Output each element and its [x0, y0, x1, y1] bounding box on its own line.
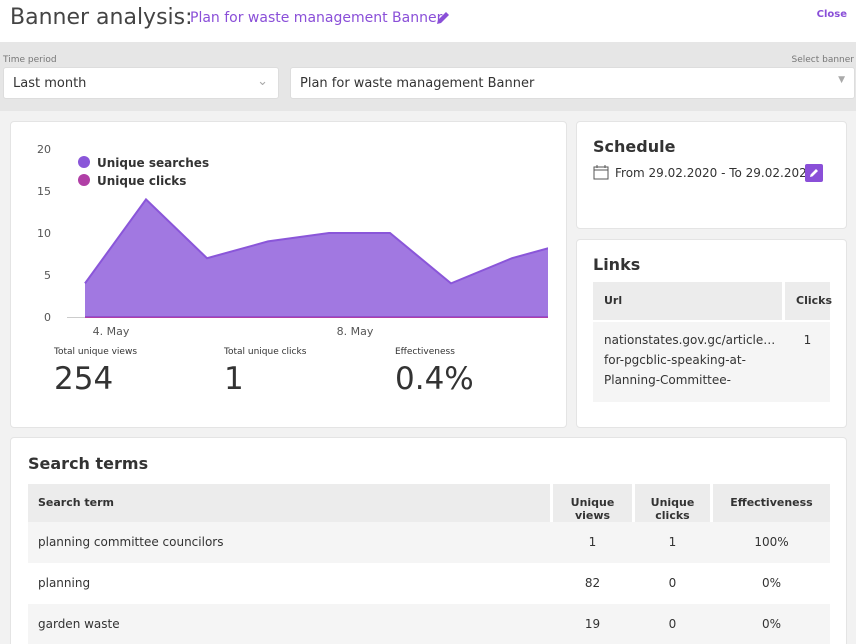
y-tick-label: 15 [37, 185, 51, 198]
x-tick-label: 8. May [337, 325, 374, 338]
table-cell: 100% [754, 535, 789, 549]
filter-label: Select banner [791, 55, 855, 65]
table-header: Unique views [553, 484, 632, 522]
link-url[interactable]: nationstates.gov.gc/article… [604, 333, 776, 347]
schedule-range: From 29.02.2020 - To 29.02.2024 [615, 166, 815, 180]
table-cell: 0% [761, 576, 782, 590]
table-header: Url [593, 282, 782, 320]
legend-label: Unique searches [97, 156, 209, 170]
chevron: ⌄ [257, 74, 268, 89]
line [84, 197, 548, 285]
table-row [593, 322, 830, 402]
table-cell: 82 [584, 576, 601, 590]
chevron: ▼ [838, 75, 845, 85]
y-tick-label: 0 [44, 311, 51, 324]
legend-label: Unique clicks [97, 174, 186, 188]
stat-label: Total unique views [54, 347, 138, 357]
y-tick-label: 10 [37, 227, 51, 240]
table-cell: 0 [668, 617, 677, 631]
y-tick-label: 20 [37, 143, 51, 156]
table-header: Effectiveness [713, 484, 830, 522]
chart: 0 5 10 15 20 4. May 8. May Unique searches Uniqu… [37, 143, 548, 338]
table-header: Unique clicks [635, 484, 710, 522]
table-cell: 0% [761, 617, 782, 631]
link-clicks: 1 [803, 333, 812, 347]
banner-name[interactable]: Plan for waste management Banner [190, 10, 443, 26]
legend-dot [78, 174, 90, 186]
table-cell: 19 [584, 617, 601, 631]
table-cell: 0 [668, 576, 677, 590]
link-url[interactable]: for-pgcblic-speaking-at- [604, 353, 746, 367]
table-header: Search term [28, 484, 550, 522]
table-cell: 1 [668, 535, 677, 549]
plot-area [84, 197, 548, 318]
table-row [28, 563, 830, 604]
select-value: Plan for waste management Banner [300, 76, 535, 91]
link-url[interactable]: Planning-Committee- [604, 373, 731, 387]
x-tick-label: 4. May [93, 325, 130, 338]
filter-label: Time period [3, 55, 57, 65]
banner-select[interactable]: Plan for waste management Banner ▼ [290, 67, 855, 99]
table-header: Clicks [785, 282, 832, 320]
stat-value: 1 [224, 361, 244, 397]
stat-label: Total unique clicks [224, 347, 307, 357]
time-period-select[interactable]: Last month ⌄ [3, 67, 279, 99]
table-row [28, 522, 830, 563]
table-cell: garden waste [38, 617, 120, 631]
page-title: Banner analysis: [10, 5, 193, 30]
stat-label: Effectiveness [395, 347, 455, 357]
legend-dot [78, 156, 90, 168]
select-value: Last month [13, 76, 87, 91]
card-title: Schedule [593, 137, 676, 156]
edit-button[interactable] [805, 164, 823, 182]
table-row [28, 604, 830, 644]
card-title: Links [593, 255, 641, 274]
area [85, 199, 548, 317]
card-title: Search terms [28, 454, 149, 473]
close-link[interactable]: Close [816, 9, 847, 20]
schedule-card [576, 121, 847, 229]
header-bar [0, 0, 856, 42]
edit-icon[interactable] [435, 10, 451, 26]
calendar-icon [593, 165, 609, 180]
table-cell: 1 [588, 535, 597, 549]
stat-value: 254 [54, 361, 114, 397]
table-cell: planning committee councilors [38, 535, 224, 549]
stat-value: 0.4% [395, 361, 474, 397]
table-cell: planning [38, 576, 91, 590]
y-tick-label: 5 [44, 269, 51, 282]
